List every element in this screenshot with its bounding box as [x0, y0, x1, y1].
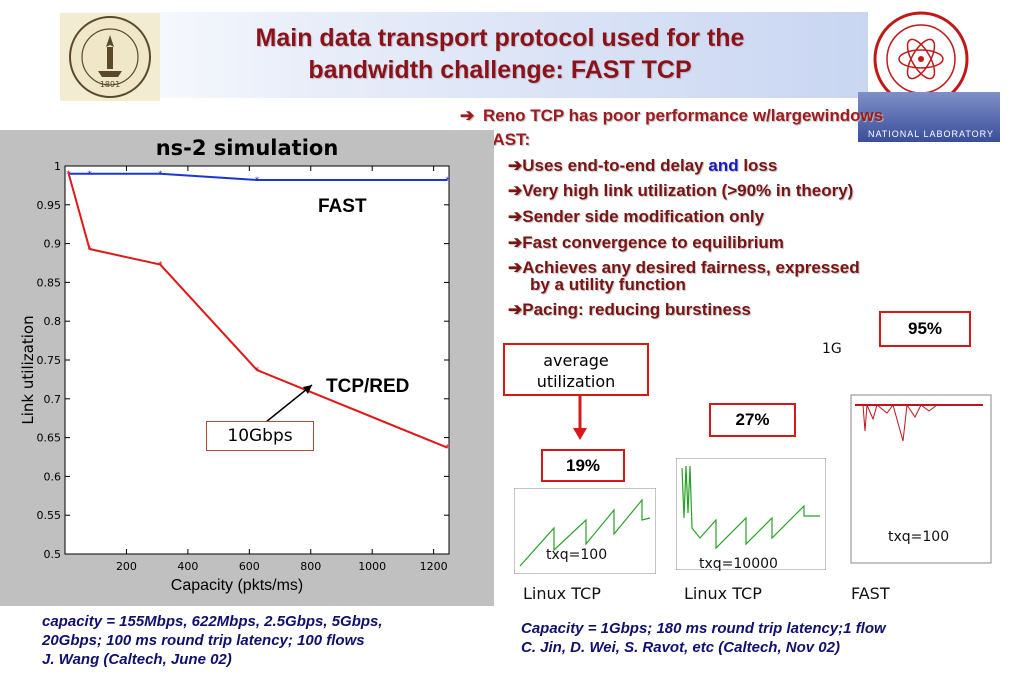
caltech-year: 1891: [100, 80, 120, 89]
arrow-icon: ➔: [508, 156, 523, 175]
sub-bullet-utilization: ➔Very high link utilization (>90% in the…: [508, 181, 853, 201]
annotation-pointer-line: [265, 384, 313, 423]
slac-seal-logo: [866, 9, 976, 119]
data-point-marker: *: [255, 366, 260, 376]
plot-name-linux-tcp-2: Linux TCP: [684, 584, 762, 603]
data-point-marker: *: [445, 444, 450, 454]
right-caption-line-1: Capacity = 1Gbps; 180 ms round trip late…: [521, 620, 886, 637]
x-tick-label: 1200: [420, 560, 448, 573]
x-tick-label: 800: [300, 560, 321, 573]
y-tick-label: 0.95: [37, 199, 62, 212]
data-point-marker: *: [87, 170, 92, 180]
plot-area: [64, 165, 450, 555]
slide-title: Main data transport protocol used for th…: [180, 22, 820, 86]
down-arrow-icon: [573, 396, 587, 440]
sub-bullet-utilization-text: Very high link utilization (>90% in theo…: [522, 181, 854, 200]
left-caption-line-3: J. Wang (Caltech, June 02): [42, 651, 232, 668]
sub-bullet-pacing: ➔Pacing: reducing burstiness: [508, 300, 751, 320]
x-axis-label: Capacity (pkts/ms): [171, 577, 303, 594]
arrow-icon: ➔: [508, 207, 523, 226]
annotation-fast: FAST: [318, 196, 367, 217]
y-tick-label: 0.85: [37, 276, 62, 289]
y-tick-label: 0.9: [44, 238, 62, 251]
data-point-marker: *: [87, 245, 92, 255]
y-tick-label: 0.5: [44, 548, 62, 561]
x-tick-label: 400: [177, 560, 198, 573]
percent-19-box: 19%: [541, 449, 625, 482]
x-tick-label: 1000: [358, 560, 386, 573]
txq-label-1: txq=100: [546, 547, 608, 563]
right-caption: Capacity = 1Gbps; 180 ms round trip late…: [521, 619, 886, 657]
annotation-tcp-red: TCP/RED: [326, 376, 409, 397]
sub-bullet-fairness-text: Achieves any desired fairness, expressed: [522, 258, 860, 277]
left-caption-line-1: capacity = 155Mbps, 622Mbps, 2.5Gbps, 5G…: [42, 613, 383, 630]
left-caption-line-2: 20Gbps; 100 ms round trip latency; 100 f…: [42, 632, 365, 649]
data-point-marker: *: [158, 170, 163, 180]
sub-bullet-and-text: and: [708, 156, 739, 175]
series-line-tcp-red: [67, 173, 448, 449]
linux-tcp-plot-1: [514, 488, 656, 574]
y-axis-label: Link utilization: [19, 315, 37, 424]
utilization-label: utilization: [536, 372, 616, 391]
txq-label-2: txq=10000: [699, 556, 778, 572]
bullet-reno: ➔ Reno TCP has poor performance w/largew…: [460, 106, 883, 126]
txq-label-3: txq=100: [888, 529, 950, 545]
caltech-seal-logo: 1891: [60, 13, 160, 101]
fast-plot: [850, 394, 992, 564]
sub-bullet-sender-text: Sender side modification only: [522, 207, 765, 226]
arrow-icon: ➔: [508, 258, 523, 277]
y-tick-label: 0.7: [44, 393, 62, 406]
average-utilization-box: average utilization: [503, 343, 649, 396]
x-tick-label: 200: [116, 560, 137, 573]
plot-name-fast: FAST: [851, 584, 890, 603]
data-point-marker: *: [445, 176, 450, 186]
data-point-marker: *: [158, 261, 163, 271]
chart-title: ns-2 simulation: [155, 136, 339, 160]
percent-95-box: 95%: [879, 311, 971, 347]
one-gig-label: 1G: [822, 341, 842, 357]
average-label: average: [543, 351, 609, 370]
title-line-1: Main data transport protocol used for th…: [255, 24, 745, 52]
y-tick-label: 0.6: [44, 470, 62, 483]
bullet-fast-text: FAST:: [482, 130, 531, 149]
plot-name-linux-tcp-1: Linux TCP: [523, 584, 601, 603]
series-line-fast: [68, 172, 448, 181]
sub-bullet-fairness-cont: by a utility function: [530, 275, 686, 294]
sub-bullet-delay-text: Uses end-to-end delay: [522, 156, 709, 175]
los-alamos-logo: NATIONAL LABORATORY: [858, 92, 1000, 142]
sub-bullet-delay: ➔Uses end-to-end delay and loss: [508, 156, 777, 176]
sub-bullet-pacing-text: Pacing: reducing burstiness: [522, 300, 751, 319]
arrow-icon: ➔: [508, 233, 523, 252]
left-caption: capacity = 155Mbps, 622Mbps, 2.5Gbps, 5G…: [42, 612, 383, 669]
y-tick-label: 0.65: [37, 432, 62, 445]
annotation-arrowhead: [303, 385, 312, 394]
lanl-logo-text: NATIONAL LABORATORY: [867, 129, 994, 139]
right-caption-line-2: C. Jin, D. Wei, S. Ravot, etc (Caltech, …: [521, 639, 840, 656]
sub-bullet-convergence: ➔Fast convergence to equilibrium: [508, 233, 784, 253]
y-tick-label: 0.55: [37, 509, 62, 522]
title-band: [58, 12, 868, 98]
percent-27-box: 27%: [709, 403, 796, 437]
arrow-icon: ➔: [508, 181, 523, 200]
linux-tcp-plot-2: [676, 458, 826, 570]
bandwidth-label-box: 10Gbps: [206, 421, 314, 451]
sub-bullet-sender: ➔Sender side modification only: [508, 207, 764, 227]
sub-bullet-loss-text: loss: [738, 156, 778, 175]
x-tick-label: 600: [239, 560, 260, 573]
arrow-icon: ➔: [508, 300, 523, 319]
sub-bullet-fairness: ➔Achieves any desired fairness, expresse…: [508, 258, 860, 278]
arrow-icon: ➔: [460, 106, 475, 125]
sub-bullet-convergence-text: Fast convergence to equilibrium: [522, 233, 784, 252]
y-tick-label: 0.75: [37, 354, 62, 367]
title-line-2: bandwidth challenge: FAST TCP: [308, 56, 692, 84]
data-point-marker: *: [255, 176, 260, 186]
y-tick-label: 0.8: [44, 315, 62, 328]
y-tick-label: 1: [54, 160, 61, 173]
data-point-marker: *: [66, 170, 71, 180]
bullet-reno-text: Reno TCP has poor performance w/largewin…: [482, 106, 884, 125]
